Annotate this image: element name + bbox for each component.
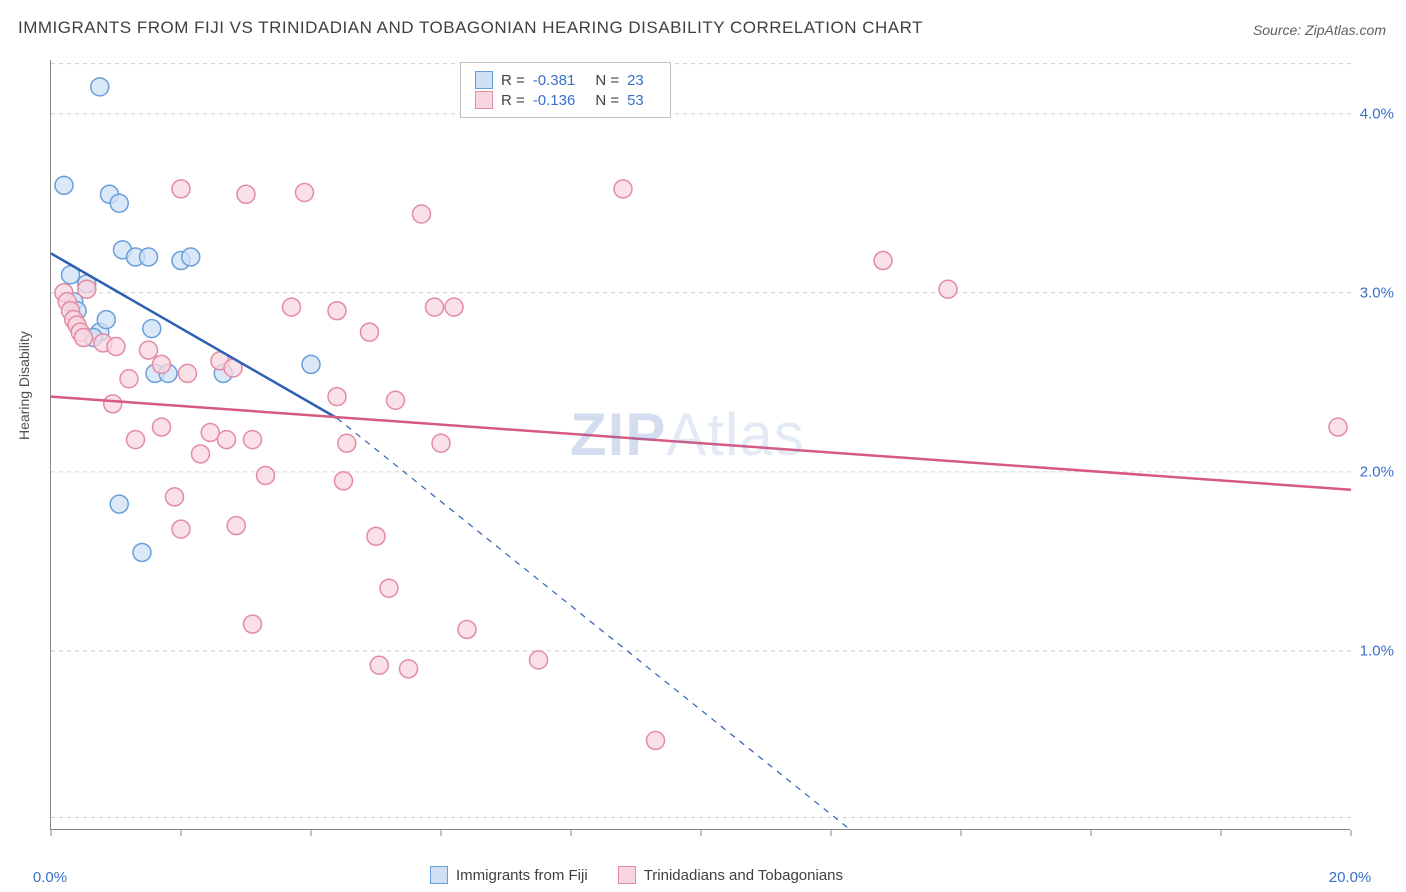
plot-area bbox=[50, 60, 1350, 830]
legend-series-item: Immigrants from Fiji bbox=[430, 866, 588, 884]
n-value: 23 bbox=[627, 72, 644, 89]
chart-title: IMMIGRANTS FROM FIJI VS TRINIDADIAN AND … bbox=[18, 18, 923, 38]
n-value: 53 bbox=[627, 92, 644, 109]
source-label: Source: ZipAtlas.com bbox=[1253, 22, 1386, 38]
legend-series-item: Trinidadians and Tobagonians bbox=[618, 866, 843, 884]
y-tick-label: 1.0% bbox=[1360, 642, 1394, 659]
legend-swatch bbox=[475, 71, 493, 89]
x-tick-label: 0.0% bbox=[33, 869, 67, 886]
chart-svg bbox=[51, 60, 1350, 829]
legend-swatch bbox=[618, 866, 636, 884]
legend-statistics: R = -0.381 N = 23 R = -0.136 N = 53 bbox=[460, 62, 671, 118]
r-value: -0.136 bbox=[533, 92, 576, 109]
y-axis-label: Hearing Disability bbox=[16, 331, 32, 440]
y-tick-label: 4.0% bbox=[1360, 105, 1394, 122]
legend-series: Immigrants from Fiji Trinidadians and Tob… bbox=[430, 866, 843, 884]
legend-series-label: Trinidadians and Tobagonians bbox=[644, 867, 843, 884]
r-label: R = bbox=[501, 92, 525, 109]
legend-swatch bbox=[430, 866, 448, 884]
r-label: R = bbox=[501, 72, 525, 89]
x-tick-label: 20.0% bbox=[1329, 869, 1372, 886]
n-label: N = bbox=[595, 92, 619, 109]
chart-container: IMMIGRANTS FROM FIJI VS TRINIDADIAN AND … bbox=[0, 0, 1406, 892]
r-value: -0.381 bbox=[533, 72, 576, 89]
legend-stat-row: R = -0.136 N = 53 bbox=[475, 91, 656, 109]
y-tick-label: 3.0% bbox=[1360, 284, 1394, 301]
legend-stat-row: R = -0.381 N = 23 bbox=[475, 71, 656, 89]
n-label: N = bbox=[595, 72, 619, 89]
y-tick-label: 2.0% bbox=[1360, 463, 1394, 480]
legend-series-label: Immigrants from Fiji bbox=[456, 867, 588, 884]
legend-swatch bbox=[475, 91, 493, 109]
